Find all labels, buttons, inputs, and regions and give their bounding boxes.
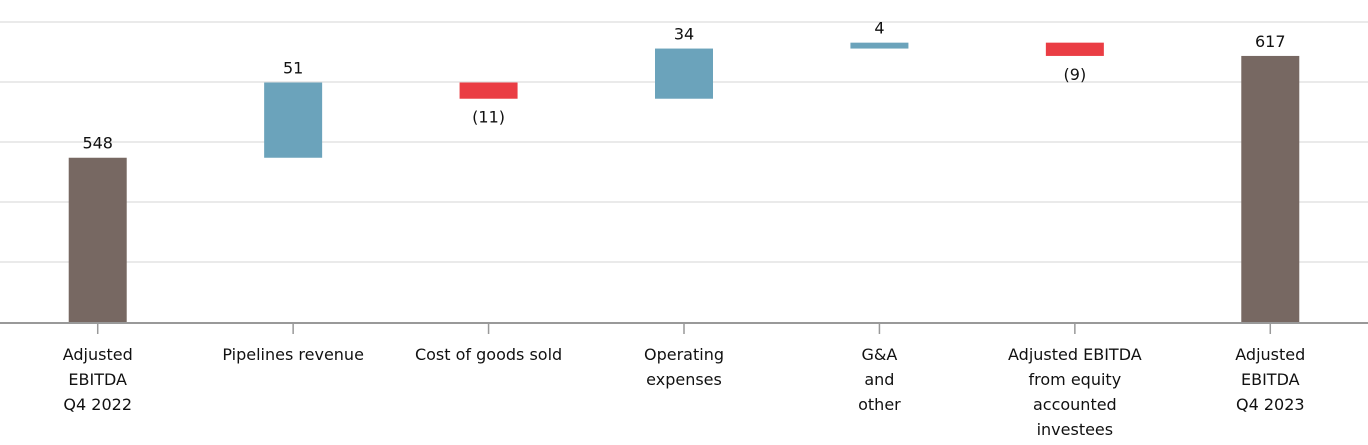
x-tick-label: Q4 2022 xyxy=(63,395,132,414)
x-tick-label: from equity xyxy=(1029,370,1122,389)
bar xyxy=(264,82,323,158)
data-label: 51 xyxy=(283,58,303,77)
data-label: 617 xyxy=(1255,32,1286,51)
x-tick-label: Pipelines revenue xyxy=(222,345,364,364)
x-tick-label: Adjusted xyxy=(63,345,133,364)
x-tick-label: EBITDA xyxy=(68,370,127,389)
bar xyxy=(655,48,713,99)
x-tick-label: Cost of goods sold xyxy=(415,345,562,364)
x-tick-label: accounted xyxy=(1033,395,1117,414)
x-tick-label: EBITDA xyxy=(1241,370,1300,389)
x-tick-label: Adjusted EBITDA xyxy=(1008,345,1142,364)
x-tick-label: expenses xyxy=(646,370,722,389)
bar xyxy=(1241,55,1300,323)
data-label: (11) xyxy=(472,108,505,127)
bar xyxy=(459,82,518,99)
x-tick-label: and xyxy=(864,370,894,389)
x-tick-label: Adjusted xyxy=(1235,345,1305,364)
x-tick-label: investees xyxy=(1037,420,1114,439)
x-tick-label: Q4 2023 xyxy=(1236,395,1305,414)
bar xyxy=(850,42,909,49)
data-label: (9) xyxy=(1064,65,1087,84)
bar xyxy=(68,157,127,323)
x-tick-label: Operating xyxy=(644,345,724,364)
data-label: 4 xyxy=(874,19,884,38)
x-tick-label: G&A xyxy=(862,345,898,364)
x-tick-label: other xyxy=(858,395,901,414)
data-label: 34 xyxy=(674,25,694,44)
bar xyxy=(1045,42,1104,56)
data-label: 548 xyxy=(82,134,113,153)
